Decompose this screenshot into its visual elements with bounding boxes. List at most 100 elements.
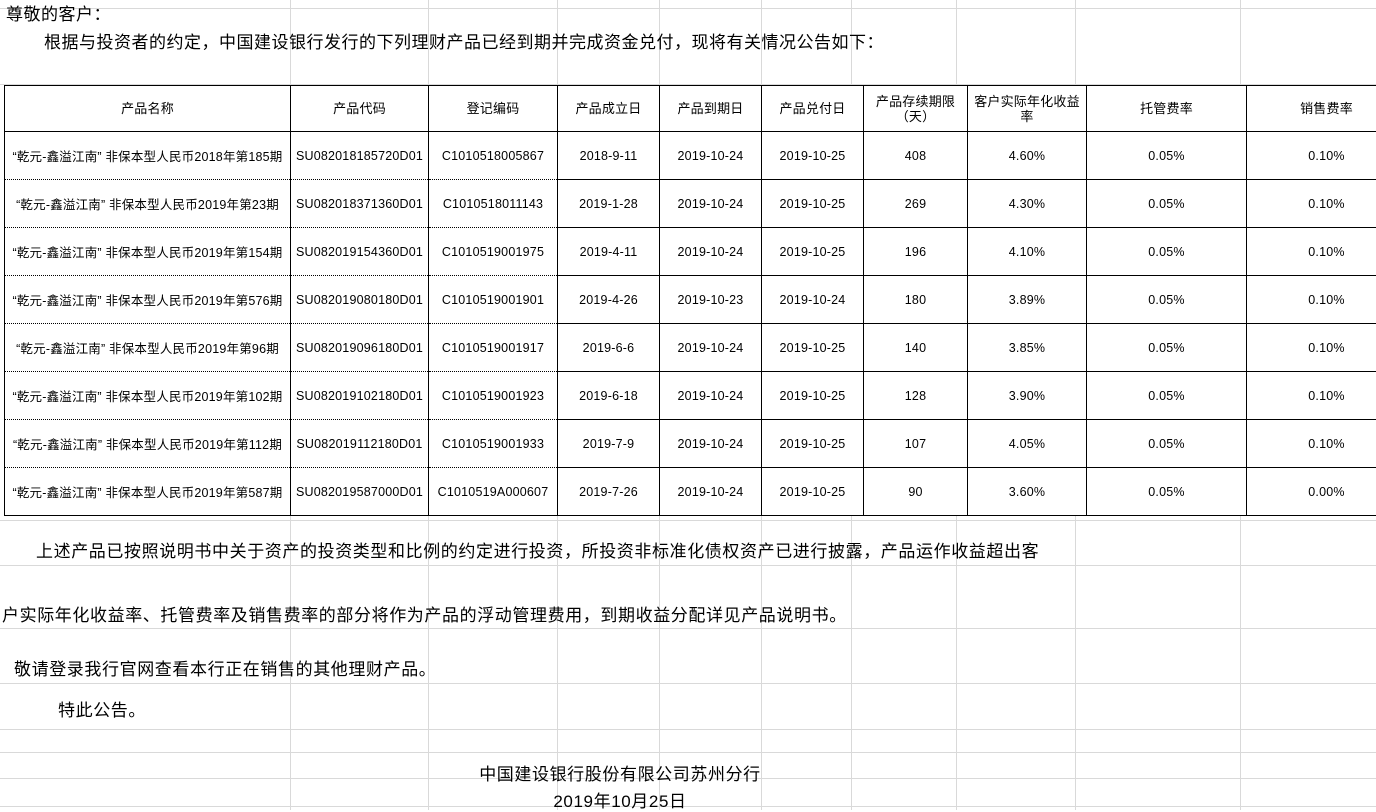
cell-payment-date: 2019-10-25 <box>762 420 864 468</box>
cell-maturity-date: 2019-10-24 <box>660 180 762 228</box>
cell-product-name: “乾元-鑫溢江南” 非保本型人民币2018年第185期 <box>5 132 291 180</box>
cell-establish-date: 2019-4-26 <box>558 276 660 324</box>
note-paragraph-4: 特此公告。 <box>58 700 146 722</box>
cell-custody-fee: 0.05% <box>1087 372 1247 420</box>
cell-registration-code: C1010518011143 <box>429 180 558 228</box>
header-custody-fee: 托管费率 <box>1087 86 1247 132</box>
cell-registration-code: C1010518005867 <box>429 132 558 180</box>
cell-product-code: SU082019096180D01 <box>291 324 429 372</box>
header-customer-yield: 客户实际年化收益 率 <box>968 86 1087 132</box>
header-maturity-date: 产品到期日 <box>660 86 762 132</box>
cell-payment-date: 2019-10-25 <box>762 468 864 516</box>
cell-product-name: “乾元-鑫溢江南” 非保本型人民币2019年第587期 <box>5 468 291 516</box>
header-payment-date: 产品兑付日 <box>762 86 864 132</box>
signature-date: 2019年10月25日 <box>0 787 1240 812</box>
cell-sales-fee: 0.10% <box>1247 276 1376 324</box>
cell-customer-yield: 4.30% <box>968 180 1087 228</box>
cell-product-code: SU082019112180D01 <box>291 420 429 468</box>
cell-maturity-date: 2019-10-24 <box>660 324 762 372</box>
intro-paragraph: 根据与投资者的约定，中国建设银行发行的下列理财产品已经到期并完成资金兑付，现将有… <box>44 32 884 54</box>
cell-custody-fee: 0.05% <box>1087 468 1247 516</box>
cell-customer-yield: 3.85% <box>968 324 1087 372</box>
cell-maturity-date: 2019-10-24 <box>660 372 762 420</box>
cell-product-name: “乾元-鑫溢江南” 非保本型人民币2019年第154期 <box>5 228 291 276</box>
cell-registration-code: C1010519001975 <box>429 228 558 276</box>
cell-customer-yield: 3.89% <box>968 276 1087 324</box>
cell-customer-yield: 4.10% <box>968 228 1087 276</box>
cell-product-code: SU082019080180D01 <box>291 276 429 324</box>
cell-term-days: 269 <box>864 180 968 228</box>
cell-registration-code: C1010519A000607 <box>429 468 558 516</box>
cell-term-days: 180 <box>864 276 968 324</box>
header-product-code: 产品代码 <box>291 86 429 132</box>
cell-maturity-date: 2019-10-24 <box>660 420 762 468</box>
cell-custody-fee: 0.05% <box>1087 420 1247 468</box>
header-registration-code: 登记编码 <box>429 86 558 132</box>
note-paragraph-3: 敬请登录我行官网查看本行正在销售的其他理财产品。 <box>14 659 436 681</box>
cell-sales-fee: 0.10% <box>1247 420 1376 468</box>
cell-maturity-date: 2019-10-24 <box>660 468 762 516</box>
cell-registration-code: C1010519001901 <box>429 276 558 324</box>
header-term-days-line2: （天） <box>896 109 936 124</box>
cell-establish-date: 2018-9-11 <box>558 132 660 180</box>
cell-maturity-date: 2019-10-24 <box>660 132 762 180</box>
table-header-row: 产品名称 产品代码 登记编码 产品成立日 产品到期日 产品兑付日 产品存续期限 … <box>5 86 1376 132</box>
cell-term-days: 196 <box>864 228 968 276</box>
note-paragraph-1: 上述产品已按照说明书中关于资产的投资类型和比例的约定进行投资，所投资非标准化债权… <box>36 541 1039 563</box>
cell-product-code: SU082019154360D01 <box>291 228 429 276</box>
signature-organization: 中国建设银行股份有限公司苏州分行 <box>0 760 1240 785</box>
cell-sales-fee: 0.10% <box>1247 132 1376 180</box>
cell-establish-date: 2019-7-26 <box>558 468 660 516</box>
cell-product-code: SU082019102180D01 <box>291 372 429 420</box>
cell-product-name: “乾元-鑫溢江南” 非保本型人民币2019年第576期 <box>5 276 291 324</box>
cell-term-days: 128 <box>864 372 968 420</box>
cell-registration-code: C1010519001917 <box>429 324 558 372</box>
note-paragraph-2: 户实际年化收益率、托管费率及销售费率的部分将作为产品的浮动管理费用，到期收益分配… <box>2 605 847 627</box>
cell-registration-code: C1010519001923 <box>429 372 558 420</box>
cell-payment-date: 2019-10-25 <box>762 132 864 180</box>
cell-establish-date: 2019-6-18 <box>558 372 660 420</box>
salutation-text: 尊敬的客户： <box>6 4 111 26</box>
cell-product-code: SU082019587000D01 <box>291 468 429 516</box>
cell-customer-yield: 3.90% <box>968 372 1087 420</box>
product-maturity-table: 产品名称 产品代码 登记编码 产品成立日 产品到期日 产品兑付日 产品存续期限 … <box>4 85 1376 516</box>
cell-sales-fee: 0.10% <box>1247 372 1376 420</box>
cell-customer-yield: 4.05% <box>968 420 1087 468</box>
cell-payment-date: 2019-10-25 <box>762 180 864 228</box>
cell-sales-fee: 0.10% <box>1247 180 1376 228</box>
header-term-days-line1: 产品存续期限 <box>876 94 955 109</box>
cell-establish-date: 2019-1-28 <box>558 180 660 228</box>
header-term-days: 产品存续期限 （天） <box>864 86 968 132</box>
cell-custody-fee: 0.05% <box>1087 132 1247 180</box>
cell-product-code: SU082018185720D01 <box>291 132 429 180</box>
cell-customer-yield: 4.60% <box>968 132 1087 180</box>
header-sales-fee: 销售费率 <box>1247 86 1376 132</box>
header-customer-yield-line1: 客户实际年化收益 <box>974 94 1080 109</box>
cell-payment-date: 2019-10-25 <box>762 372 864 420</box>
header-establish-date: 产品成立日 <box>558 86 660 132</box>
cell-product-name: “乾元-鑫溢江南” 非保本型人民币2019年第23期 <box>5 180 291 228</box>
cell-payment-date: 2019-10-24 <box>762 276 864 324</box>
cell-custody-fee: 0.05% <box>1087 324 1247 372</box>
cell-product-name: “乾元-鑫溢江南” 非保本型人民币2019年第112期 <box>5 420 291 468</box>
cell-payment-date: 2019-10-25 <box>762 228 864 276</box>
cell-term-days: 408 <box>864 132 968 180</box>
cell-maturity-date: 2019-10-24 <box>660 228 762 276</box>
cell-establish-date: 2019-6-6 <box>558 324 660 372</box>
cell-product-name: “乾元-鑫溢江南” 非保本型人民币2019年第102期 <box>5 372 291 420</box>
cell-term-days: 107 <box>864 420 968 468</box>
cell-custody-fee: 0.05% <box>1087 276 1247 324</box>
cell-sales-fee: 0.10% <box>1247 324 1376 372</box>
cell-maturity-date: 2019-10-23 <box>660 276 762 324</box>
cell-custody-fee: 0.05% <box>1087 228 1247 276</box>
header-customer-yield-line2: 率 <box>1020 109 1033 124</box>
cell-product-code: SU082018371360D01 <box>291 180 429 228</box>
cell-sales-fee: 0.10% <box>1247 228 1376 276</box>
